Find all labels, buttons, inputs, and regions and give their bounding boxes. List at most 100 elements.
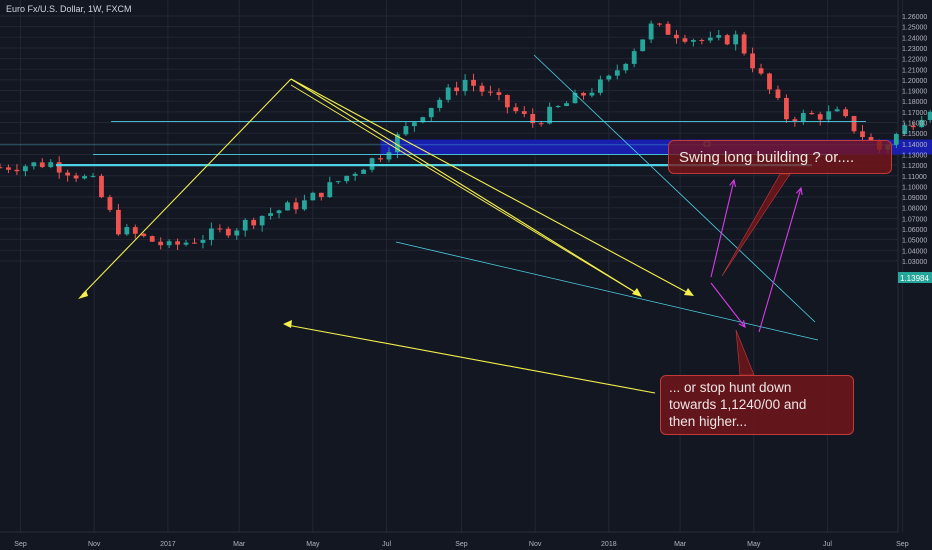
y-tick-label: 1.06000	[902, 227, 927, 234]
candle-body	[513, 107, 519, 112]
candle	[318, 192, 324, 201]
candle-body	[741, 34, 747, 54]
candle-body	[56, 162, 62, 173]
candle-body	[192, 242, 197, 244]
trendline-upper	[533, 54, 816, 323]
candle	[175, 238, 180, 250]
candle-body	[792, 119, 798, 122]
candle-body	[817, 114, 823, 120]
candle-body	[800, 113, 806, 122]
candle-body	[115, 209, 121, 235]
candle	[352, 171, 358, 181]
y-tick-label: 1.24000	[902, 35, 927, 42]
candle	[48, 159, 54, 169]
candle	[454, 81, 460, 96]
drawings	[0, 54, 898, 394]
candle	[31, 161, 37, 170]
price-tag-box	[898, 272, 932, 283]
candle	[234, 227, 240, 240]
yellow-fan-line-2	[290, 78, 691, 295]
x-tick-label: Mar	[233, 541, 246, 548]
yellow-fan-head-1	[632, 288, 642, 297]
candle-body	[276, 210, 282, 214]
candle	[124, 224, 130, 236]
candle	[183, 239, 189, 247]
candle	[614, 64, 620, 80]
candle	[623, 62, 629, 74]
candle	[547, 102, 553, 125]
candles	[0, 20, 932, 250]
candle-body	[767, 73, 772, 90]
candle	[657, 22, 662, 27]
candle	[361, 168, 367, 174]
candle-body	[403, 126, 409, 135]
candle	[674, 30, 679, 44]
candle	[285, 200, 290, 211]
candle-body	[166, 241, 172, 246]
candle	[843, 107, 848, 118]
x-tick-label: Nov	[529, 541, 542, 548]
y-tick-label: 1.16000	[902, 121, 927, 128]
candle	[6, 164, 11, 174]
yellow-fan-line-3	[290, 84, 639, 295]
candle-body	[589, 92, 595, 96]
candle-body	[521, 111, 527, 114]
candle-body	[724, 35, 730, 45]
callout-stop-hunt[interactable]: ... or stop hunt down towards 1,1240/00 …	[660, 375, 854, 435]
candle-body	[0, 167, 3, 169]
candle	[513, 103, 519, 114]
candle-body	[682, 38, 688, 42]
y-tick-label: 1.19000	[902, 89, 927, 96]
candle-body	[597, 79, 603, 93]
x-tick-label: Sep	[14, 541, 27, 548]
x-tick-label: 2018	[601, 541, 617, 548]
candle	[724, 33, 730, 46]
candle-body	[893, 134, 899, 145]
y-tick-label: 1.08000	[902, 206, 927, 213]
candle	[141, 232, 147, 238]
candle-body	[107, 197, 113, 210]
candle	[411, 121, 417, 132]
candle	[699, 38, 705, 45]
candle	[192, 237, 197, 244]
y-tick-label: 1.21000	[902, 67, 927, 74]
candle	[564, 101, 569, 107]
candle-body	[242, 219, 248, 231]
yellow-fan-line-1	[290, 78, 639, 295]
y-tick-label: 1.25000	[902, 25, 927, 32]
candle	[927, 109, 932, 123]
candle	[73, 172, 79, 182]
candle	[132, 224, 138, 239]
y-tick-label: 1.09000	[902, 195, 927, 202]
candle	[22, 164, 28, 177]
candle-body	[868, 137, 874, 141]
candle-body	[327, 182, 333, 198]
y-tick-label: 1.22000	[902, 57, 927, 64]
x-tick-label: May	[747, 541, 761, 548]
candle-body	[209, 228, 214, 240]
candle	[56, 156, 62, 179]
candle-body	[302, 200, 307, 210]
x-tick-label: Mar	[674, 541, 687, 548]
candle	[860, 125, 865, 143]
candle	[344, 175, 350, 184]
candle	[631, 48, 637, 68]
candle-body	[39, 162, 45, 168]
candle-body	[200, 239, 206, 243]
candle-body	[395, 134, 400, 153]
candle-body	[251, 219, 257, 226]
candle-body	[538, 123, 544, 125]
candle-body	[716, 35, 722, 38]
candle-body	[175, 241, 180, 245]
candle	[809, 110, 815, 115]
candle-body	[648, 23, 654, 40]
candle-body	[183, 242, 189, 245]
candle	[259, 215, 265, 232]
yellow-arrow-bottom-line	[286, 324, 656, 394]
callout-swing-long[interactable]: Swing long building ? or....	[668, 140, 892, 174]
candle-body	[82, 176, 87, 179]
candle-body	[428, 107, 434, 118]
candle	[115, 203, 121, 236]
candle-body	[445, 87, 451, 100]
